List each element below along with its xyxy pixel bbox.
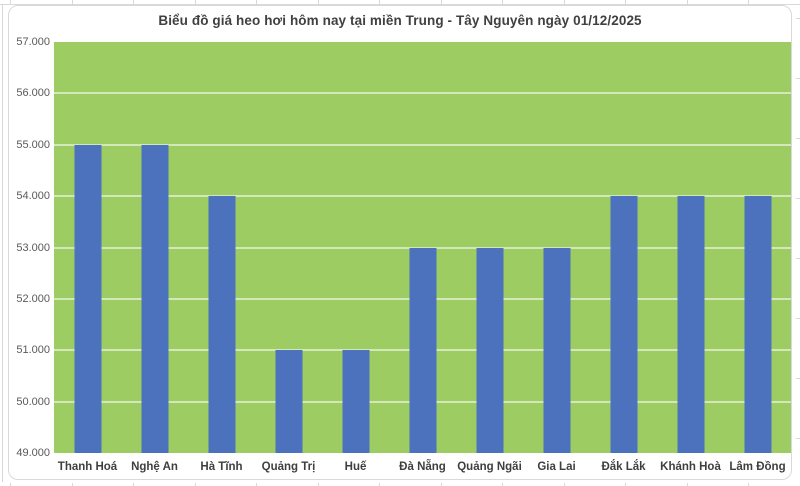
y-tick-label: 51.000 bbox=[16, 344, 50, 357]
sheet-gridline bbox=[625, 483, 626, 486]
bar[interactable] bbox=[610, 196, 637, 453]
sheet-gridline bbox=[748, 0, 749, 4]
y-tick-label: 54.000 bbox=[16, 190, 50, 203]
sheet-gridline bbox=[625, 0, 626, 4]
sheet-gridline bbox=[133, 483, 134, 486]
x-tick-label: Đà Nẵng bbox=[399, 461, 446, 473]
bar[interactable] bbox=[409, 247, 436, 453]
y-tick-label: 49.000 bbox=[16, 447, 50, 459]
bar[interactable] bbox=[677, 196, 704, 453]
plot-area bbox=[54, 42, 791, 453]
y-tick-label: 57.000 bbox=[16, 36, 50, 48]
sheet-gridline bbox=[796, 18, 800, 19]
sheet-gridline bbox=[256, 0, 257, 4]
y-tick-label: 52.000 bbox=[16, 292, 50, 305]
x-tick-label: Gia Lai bbox=[537, 461, 576, 473]
sheet-gridline bbox=[379, 483, 380, 486]
sheet-gridline bbox=[796, 438, 800, 439]
sheet-gridline bbox=[502, 483, 503, 486]
sheet-gridline bbox=[796, 258, 800, 259]
y-tick-label: 55.000 bbox=[16, 138, 50, 151]
gridline bbox=[54, 143, 791, 146]
x-tick-label: Thanh Hoá bbox=[57, 461, 118, 473]
sheet-gridline bbox=[748, 483, 749, 486]
y-tick-label: 53.000 bbox=[16, 241, 50, 254]
x-tick-label: Quảng Trị bbox=[261, 461, 316, 473]
sheet-gridline bbox=[72, 483, 73, 486]
bar[interactable] bbox=[744, 196, 771, 453]
y-tick-label: 56.000 bbox=[16, 87, 50, 100]
chart-title: Biểu đồ giá heo hơi hôm nay tại miền Tru… bbox=[158, 13, 642, 28]
sheet-gridline bbox=[10, 483, 11, 486]
x-tick-label: Lâm Đồng bbox=[729, 461, 786, 473]
bar[interactable] bbox=[543, 247, 570, 453]
gridline bbox=[54, 92, 791, 95]
sheet-gridline bbox=[687, 0, 688, 4]
bar[interactable] bbox=[141, 144, 168, 453]
sheet-gridline bbox=[10, 0, 11, 4]
sheet-gridline bbox=[195, 0, 196, 4]
bar[interactable] bbox=[208, 196, 235, 453]
sheet-gridline bbox=[2, 4, 3, 482]
x-tick-label: Nghệ An bbox=[131, 461, 178, 473]
x-tick-label: Huế bbox=[344, 461, 367, 473]
sheet-gridline bbox=[687, 483, 688, 486]
sheet-gridline bbox=[502, 0, 503, 4]
y-tick-label: 50.000 bbox=[16, 395, 50, 408]
sheet-gridline bbox=[796, 78, 800, 79]
chart-container[interactable]: Biểu đồ giá heo hơi hôm nay tại miền Tru… bbox=[8, 5, 792, 480]
sheet-gridline bbox=[796, 138, 800, 139]
sheet-gridline bbox=[441, 483, 442, 486]
x-tick-label: Khánh Hoà bbox=[660, 461, 721, 473]
sheet-gridline bbox=[256, 483, 257, 486]
sheet-gridline bbox=[796, 378, 800, 379]
sheet-gridline bbox=[796, 198, 800, 199]
sheet-gridline bbox=[796, 318, 800, 319]
x-tick-label: Đắk Lắk bbox=[601, 461, 646, 473]
x-axis: Thanh Hoá Nghệ An Hà Tĩnh Quảng Trị Huế Đà Nẵ… bbox=[54, 459, 791, 479]
gridline bbox=[54, 195, 791, 198]
bar[interactable] bbox=[275, 350, 302, 453]
bar[interactable] bbox=[342, 350, 369, 453]
y-axis: 49.000 50.000 51.000 52.000 53.000 54.000 55.0… bbox=[9, 36, 50, 459]
bar[interactable] bbox=[476, 247, 503, 453]
sheet-gridline bbox=[318, 0, 319, 4]
sheet-gridline bbox=[564, 0, 565, 4]
sheet-gridline bbox=[0, 4, 800, 5]
sheet-gridline bbox=[195, 483, 196, 486]
sheet-gridline bbox=[72, 0, 73, 4]
sheet-gridline bbox=[318, 483, 319, 486]
sheet-gridline bbox=[133, 0, 134, 4]
sheet-gridline bbox=[379, 0, 380, 4]
x-tick-label: Quảng Ngãi bbox=[457, 461, 522, 473]
sheet-gridline bbox=[441, 0, 442, 4]
sheet-gridline bbox=[564, 483, 565, 486]
x-tick-label: Hà Tĩnh bbox=[200, 461, 243, 473]
bar[interactable] bbox=[74, 144, 101, 453]
